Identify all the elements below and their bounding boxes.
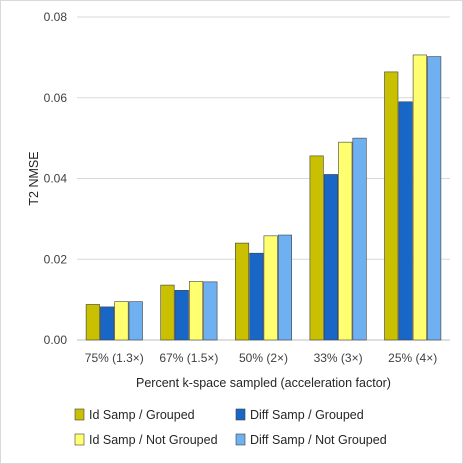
x-tick-label: 67% (1.5×) (159, 351, 218, 365)
bar (338, 141, 353, 341)
y-tick-label: 0.00 (44, 333, 68, 347)
y-axis-title: T2 NMSE (27, 151, 41, 205)
legend-label: Diff Samp / Grouped (250, 408, 364, 422)
bar (249, 252, 264, 341)
bar (100, 306, 115, 341)
x-tick-label: 25% (4×) (388, 351, 437, 365)
bar (189, 281, 204, 341)
x-tick-label: 50% (2×) (239, 351, 288, 365)
bar (128, 301, 143, 341)
y-tick-label: 0.02 (44, 252, 68, 266)
y-tick-label: 0.06 (44, 91, 68, 105)
bar (85, 304, 100, 341)
bar (427, 56, 442, 341)
legend-label: Id Samp / Not Grouped (89, 433, 218, 447)
bar (114, 301, 129, 341)
bar (384, 71, 399, 341)
bar (352, 137, 367, 341)
legend-swatch (235, 433, 246, 446)
legend-swatch (74, 408, 85, 421)
x-axis-title: Percent k-space sampled (acceleration fa… (136, 376, 391, 390)
x-tick-label: 75% (1.3×) (85, 351, 144, 365)
bar (203, 281, 218, 341)
y-tick-label: 0.04 (44, 172, 68, 186)
bar (412, 54, 427, 341)
y-tick-label: 0.08 (44, 10, 68, 24)
bar (263, 235, 278, 341)
bar (174, 290, 189, 341)
legend-swatch (235, 408, 246, 421)
legend-swatch (74, 433, 85, 446)
bar (309, 155, 324, 341)
legend-label: Id Samp / Grouped (89, 408, 195, 422)
bar (398, 101, 413, 341)
x-tick-label: 33% (3×) (314, 351, 363, 365)
bar (160, 284, 175, 341)
legend-label: Diff Samp / Not Grouped (250, 433, 387, 447)
bar (235, 242, 250, 341)
bar (277, 234, 293, 341)
bar (323, 174, 339, 341)
